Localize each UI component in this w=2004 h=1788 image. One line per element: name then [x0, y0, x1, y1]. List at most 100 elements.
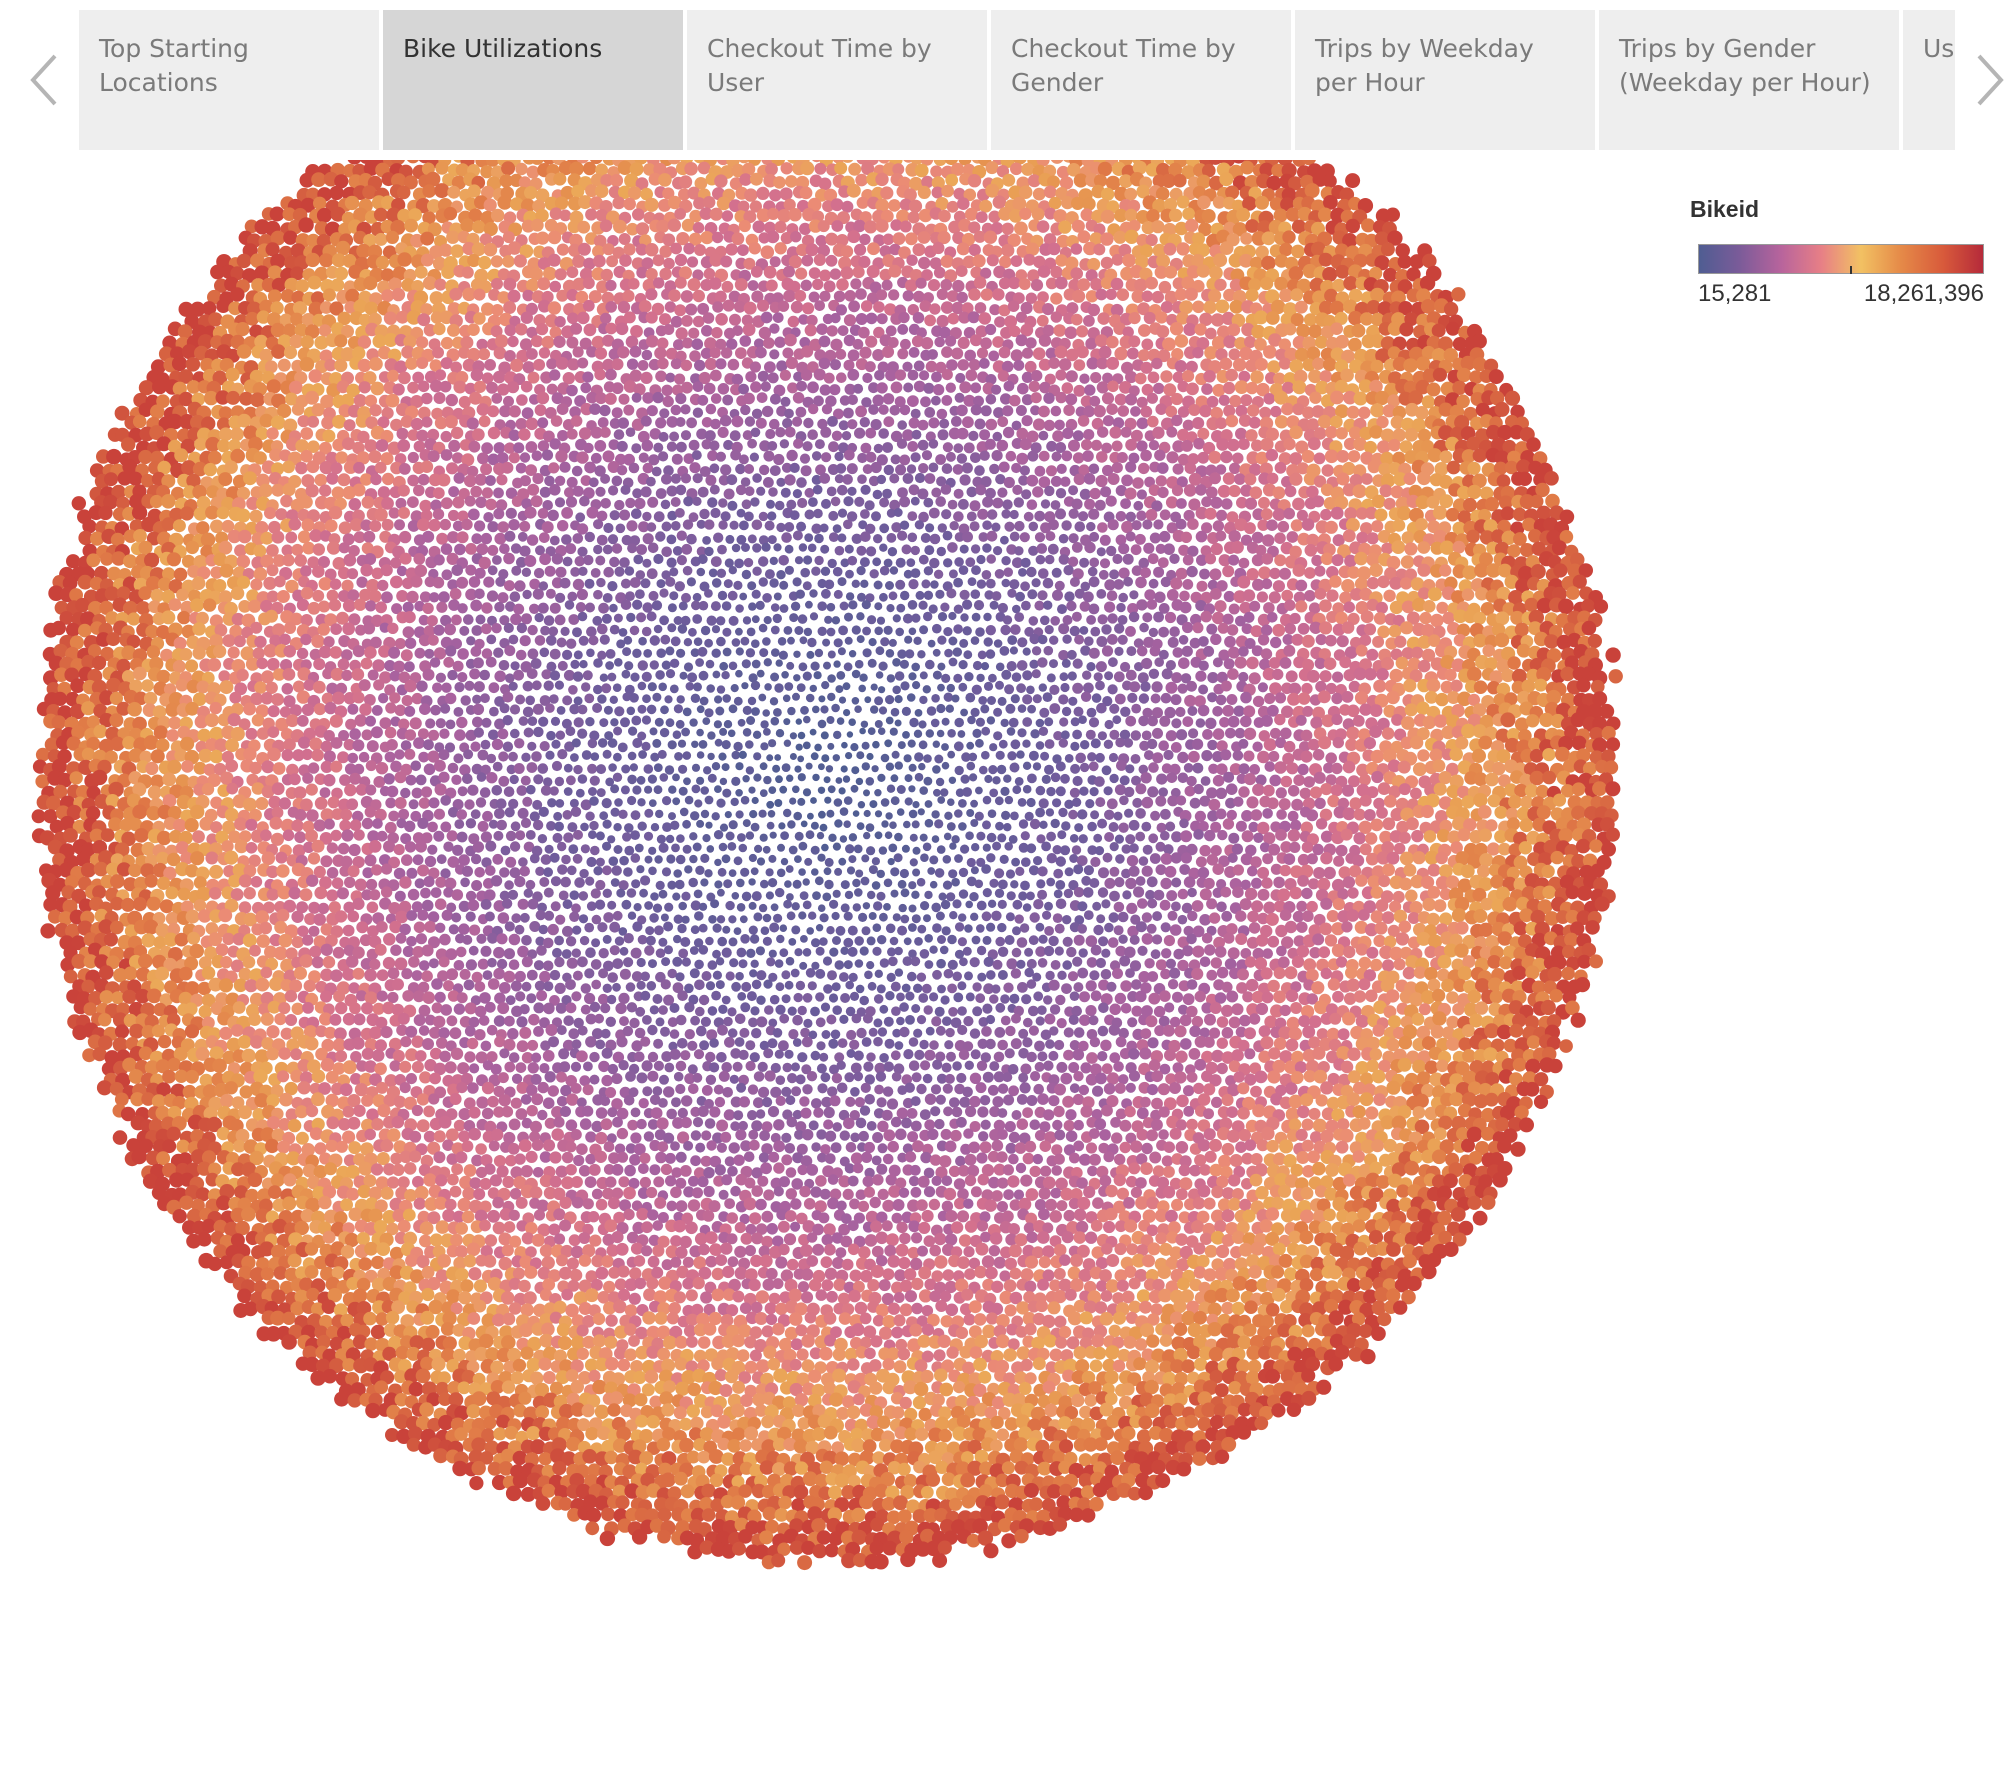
bike-bubble[interactable] [758, 556, 769, 567]
bike-bubble[interactable] [629, 345, 642, 358]
bike-bubble[interactable] [700, 231, 714, 245]
bike-bubble[interactable] [1156, 162, 1171, 178]
bike-bubble[interactable] [947, 312, 960, 325]
bike-bubble[interactable] [1105, 288, 1118, 300]
bike-bubble[interactable] [619, 254, 632, 267]
bike-bubble[interactable] [295, 461, 308, 475]
bike-bubble[interactable] [935, 197, 949, 211]
bike-bubble[interactable] [727, 358, 740, 371]
bike-bubble[interactable] [1267, 360, 1281, 374]
bike-bubble[interactable] [906, 558, 916, 567]
bike-bubble[interactable] [641, 439, 654, 452]
bike-bubble[interactable] [917, 231, 931, 244]
bike-bubble[interactable] [1044, 485, 1055, 497]
bike-bubble[interactable] [779, 369, 792, 381]
bike-bubble[interactable] [104, 472, 118, 487]
bike-bubble[interactable] [1201, 496, 1212, 508]
bike-bubble[interactable] [353, 207, 368, 223]
bike-bubble[interactable] [515, 418, 528, 430]
bike-bubble[interactable] [817, 220, 830, 233]
bike-bubble[interactable] [504, 530, 516, 542]
bike-bubble[interactable] [841, 431, 852, 441]
bike-bubble[interactable] [174, 448, 189, 463]
bike-bubble[interactable] [608, 185, 622, 199]
bike-bubble[interactable] [655, 488, 667, 499]
bike-bubble[interactable] [831, 220, 844, 232]
bike-bubble[interactable] [799, 222, 812, 235]
bike-bubble[interactable] [883, 416, 895, 428]
bike-bubble[interactable] [1052, 430, 1064, 442]
bike-bubble[interactable] [934, 336, 945, 348]
bike-bubble[interactable] [683, 496, 694, 507]
bike-bubble[interactable] [890, 219, 902, 231]
bike-bubble[interactable] [988, 350, 1000, 362]
bike-bubble[interactable] [1324, 449, 1339, 464]
bike-bubble[interactable] [626, 358, 639, 370]
bike-bubble[interactable] [1283, 507, 1295, 520]
bike-bubble[interactable] [648, 172, 662, 186]
bike-bubble[interactable] [1361, 218, 1376, 233]
bike-bubble[interactable] [334, 334, 348, 348]
bike-bubble[interactable] [1286, 531, 1299, 543]
bike-bubble[interactable] [635, 177, 649, 191]
bike-bubble[interactable] [1136, 210, 1150, 224]
bike-bubble[interactable] [800, 465, 812, 477]
bike-bubble[interactable] [370, 473, 382, 486]
bike-bubble[interactable] [530, 160, 544, 165]
bike-bubble[interactable] [1155, 311, 1168, 324]
bike-bubble[interactable] [629, 369, 642, 382]
bike-bubble[interactable] [577, 311, 590, 325]
bike-bubble[interactable] [1188, 404, 1201, 416]
bike-bubble[interactable] [260, 531, 274, 545]
bike-bubble[interactable] [386, 207, 402, 223]
bike-bubble[interactable] [992, 336, 1004, 348]
bike-bubble[interactable] [747, 280, 759, 291]
bike-bubble[interactable] [585, 208, 598, 221]
bike-bubble[interactable] [825, 254, 838, 267]
bike-bubble[interactable] [1038, 450, 1050, 462]
bike-bubble[interactable] [1192, 417, 1205, 430]
bike-bubble[interactable] [892, 163, 905, 176]
bike-bubble[interactable] [778, 555, 789, 566]
bike-bubble[interactable] [874, 370, 885, 381]
bike-bubble[interactable] [880, 186, 894, 200]
bike-bubble[interactable] [510, 358, 524, 372]
bike-bubble[interactable] [1034, 465, 1046, 477]
bike-bubble[interactable] [970, 452, 981, 463]
bike-bubble[interactable] [467, 184, 481, 198]
bike-bubble[interactable] [441, 569, 453, 581]
bike-bubble[interactable] [814, 555, 824, 566]
bike-bubble[interactable] [986, 254, 999, 267]
bike-bubble[interactable] [709, 484, 720, 495]
bike-bubble[interactable] [541, 521, 554, 534]
bike-bubble[interactable] [985, 394, 997, 405]
bike-bubble[interactable] [1403, 472, 1417, 486]
bike-bubble[interactable] [969, 521, 980, 532]
bike-bubble[interactable] [1208, 450, 1222, 464]
bike-bubble[interactable] [692, 473, 703, 484]
bike-bubble[interactable] [1021, 415, 1033, 427]
bike-bubble[interactable] [617, 300, 631, 314]
bike-bubble[interactable] [658, 173, 672, 187]
bike-bubble[interactable] [974, 465, 985, 476]
bike-bubble[interactable] [383, 311, 398, 325]
bike-bubble[interactable] [483, 242, 498, 257]
bike-bubble[interactable] [996, 439, 1009, 452]
bike-bubble[interactable] [882, 393, 895, 405]
tab-user-trips-by[interactable]: User Trips by [1903, 10, 1955, 150]
bike-bubble[interactable] [671, 453, 683, 465]
bike-bubble[interactable] [1004, 521, 1015, 532]
bike-bubble[interactable] [571, 184, 585, 198]
bike-bubble[interactable] [555, 450, 568, 463]
bike-bubble[interactable] [775, 427, 786, 438]
bike-bubble[interactable] [1001, 222, 1014, 235]
bike-bubble[interactable] [586, 506, 599, 519]
bike-bubble[interactable] [709, 463, 720, 474]
bike-bubble[interactable] [915, 277, 927, 289]
bike-bubble[interactable] [1232, 452, 1244, 464]
bike-bubble[interactable] [992, 497, 1004, 509]
bike-bubble[interactable] [530, 218, 544, 232]
bike-bubble[interactable] [535, 208, 549, 223]
bike-bubble[interactable] [802, 441, 813, 452]
bike-bubble[interactable] [1215, 417, 1228, 430]
